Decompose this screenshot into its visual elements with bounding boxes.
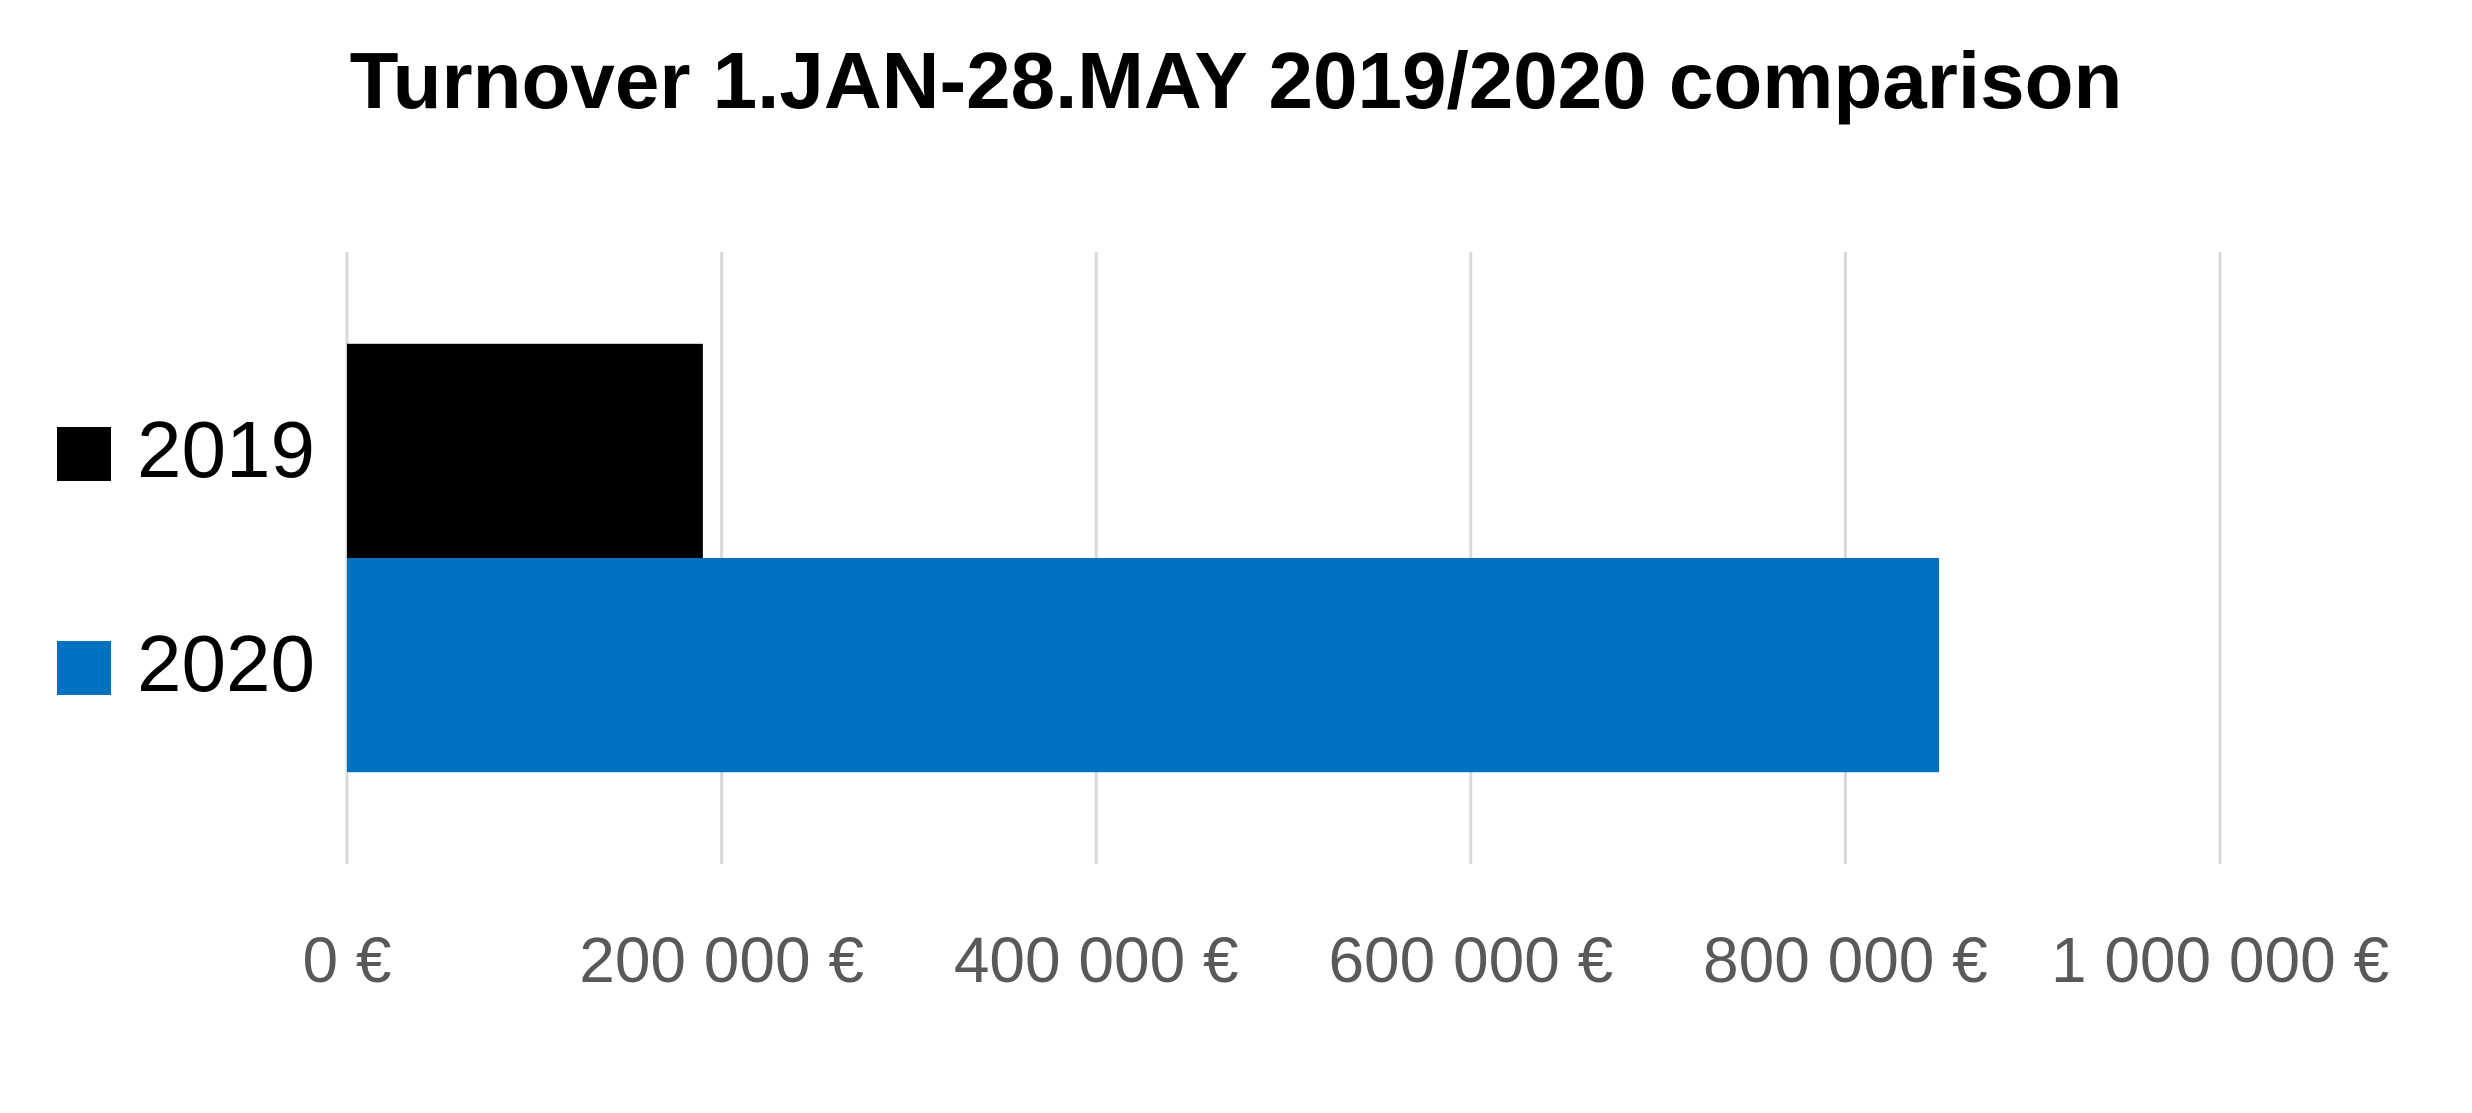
x-tick-label: 0 € (303, 924, 392, 996)
legend-swatch (57, 427, 111, 481)
x-tick-label: 200 000 € (579, 924, 864, 996)
x-tick-label: 400 000 € (954, 924, 1239, 996)
x-tick-label: 600 000 € (1328, 924, 1613, 996)
bar (347, 558, 1940, 773)
legend-label: 2019 (137, 405, 315, 494)
x-tick-label: 1 000 000 € (2051, 924, 2389, 996)
legend-swatch (57, 641, 111, 695)
legend-label: 2020 (137, 619, 315, 708)
bar (347, 343, 703, 558)
x-tick-label: 800 000 € (1703, 924, 1988, 996)
chart-title: Turnover 1.JAN-28.MAY 2019/2020 comparis… (350, 36, 2123, 125)
